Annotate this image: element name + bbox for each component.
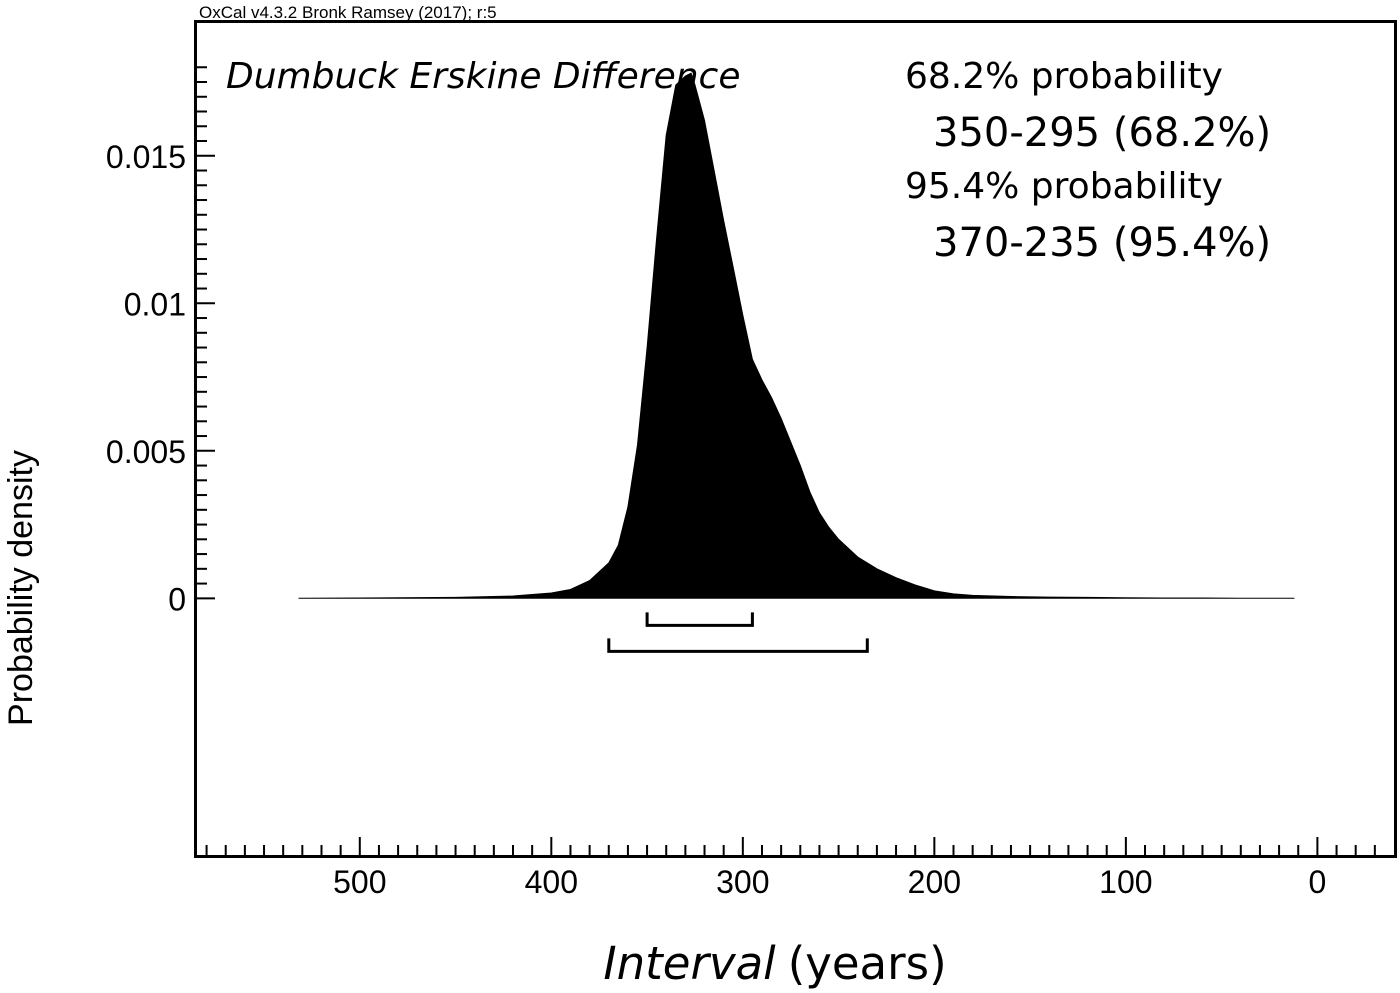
prob-line-2: 350-295 (68.2%) <box>933 110 1271 156</box>
chart-title: Dumbuck Erskine Difference <box>226 56 740 97</box>
y-axis: 0 0.005 0.01 0.015 <box>106 66 215 617</box>
ranges-layer <box>607 612 869 653</box>
oxcal-credit: OxCal v4.3.2 Bronk Ramsey (2017); r:5 <box>199 3 497 22</box>
density-area <box>298 72 1295 599</box>
prob-line-1: 68.2% probability <box>905 56 1223 97</box>
y-tick-label: 0.005 <box>106 434 186 470</box>
x-tick-label: 0 <box>1308 864 1326 900</box>
density-layer <box>298 72 1295 599</box>
x-tick-label: 500 <box>333 864 386 900</box>
x-axis: 500 400 300 200 100 0 <box>205 837 1376 900</box>
x-axis-label: Interval (years) <box>603 937 946 990</box>
x-axis-label-italic: Interval <box>603 937 776 990</box>
range-bracket-682 <box>645 612 754 627</box>
x-tick-label: 200 <box>908 864 961 900</box>
y-tick-label: 0 <box>168 581 186 617</box>
prob-line-3: 95.4% probability <box>905 166 1223 207</box>
y-tick-label: 0.015 <box>106 139 186 175</box>
plot-frame <box>194 20 1397 858</box>
x-tick-label: 300 <box>716 864 769 900</box>
range-bracket-954 <box>607 638 869 653</box>
x-tick-label: 100 <box>1099 864 1152 900</box>
prob-line-4: 370-235 (95.4%) <box>933 220 1271 266</box>
x-tick-label: 400 <box>525 864 578 900</box>
y-axis-label: Probability density <box>2 450 40 726</box>
y-tick-label: 0.01 <box>124 286 186 322</box>
x-axis-label-units: (years) <box>788 937 947 990</box>
